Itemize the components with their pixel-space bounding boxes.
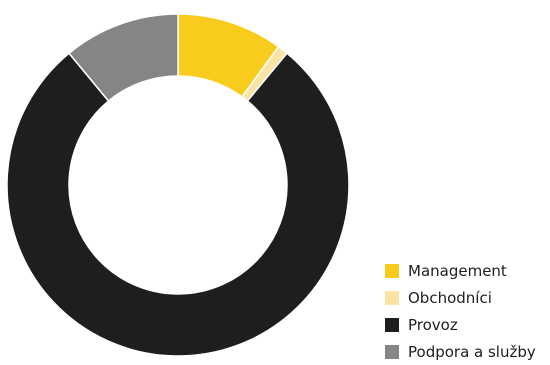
chart-container: Management Obchodníci Provoz Podpora a s…: [6, 13, 536, 361]
legend-item-podpora: Podpora a služby: [385, 338, 536, 365]
legend-label-obchodnici: Obchodníci: [408, 288, 492, 307]
legend-label-provoz: Provoz: [408, 315, 458, 334]
legend: Management Obchodníci Provoz Podpora a s…: [385, 257, 536, 365]
legend-label-management: Management: [408, 261, 507, 280]
legend-swatch-provoz: [385, 317, 399, 332]
donut-slice-3: [67, 13, 179, 103]
legend-label-podpora: Podpora a služby: [408, 342, 536, 361]
legend-swatch-obchodnici: [385, 290, 399, 305]
donut-chart: [6, 13, 350, 356]
legend-item-provoz: Provoz: [385, 311, 536, 338]
legend-swatch-management: [385, 263, 399, 278]
legend-swatch-podpora: [385, 344, 399, 359]
legend-item-obchodnici: Obchodníci: [385, 284, 536, 311]
legend-item-management: Management: [385, 257, 536, 284]
donut-slice-2: [6, 52, 350, 356]
